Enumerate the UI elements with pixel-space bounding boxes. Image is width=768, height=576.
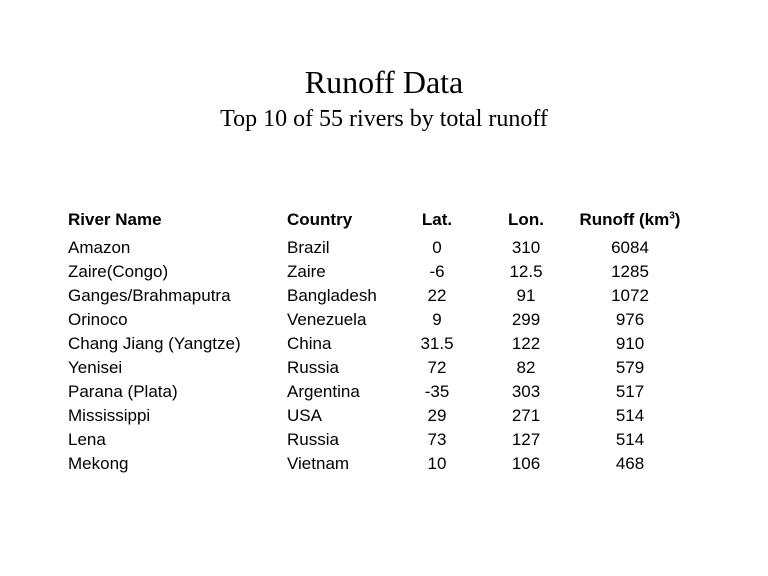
table-row: Ganges/Brahmaputra Bangladesh 22 91 1072 (0, 286, 768, 310)
cell-lat: 72 (427, 358, 447, 377)
cell-runoff: 514 (615, 406, 645, 425)
cell-river-name: Amazon (68, 238, 131, 257)
table-header: River Name Country Lat. Lon. Runoff (km3… (0, 210, 768, 234)
cell-country: USA (287, 406, 322, 425)
cell-lon: 271 (511, 406, 541, 425)
cell-lon: 310 (511, 238, 541, 257)
cell-lon: 91 (516, 286, 536, 305)
cell-country: Argentina (287, 382, 360, 401)
header-runoff: Runoff (km3) (560, 210, 700, 230)
table-row: Parana (Plata) Argentina -35 303 517 (0, 382, 768, 406)
header-country: Country (287, 210, 353, 229)
cell-country: China (287, 334, 332, 353)
header-lon: Lon. (508, 210, 544, 229)
page-title: Runoff Data (304, 64, 464, 100)
cell-lon: 12.5 (509, 262, 543, 281)
cell-runoff: 468 (615, 454, 645, 473)
cell-lon: 299 (511, 310, 541, 329)
cell-lat: -6 (429, 262, 445, 281)
header-runoff-close: ) (674, 210, 681, 229)
cell-lon: 106 (511, 454, 541, 473)
cell-lat: 73 (427, 430, 447, 449)
header-river-name: River Name (68, 210, 162, 229)
cell-lat: 9 (432, 310, 442, 329)
cell-river-name: Yenisei (68, 358, 123, 377)
cell-country: Brazil (287, 238, 330, 257)
cell-river-name: Mekong (68, 454, 129, 473)
cell-river-name: Lena (68, 430, 106, 449)
header-runoff-exponent: 3 (669, 210, 675, 222)
table-row: Yenisei Russia 72 82 579 (0, 358, 768, 382)
cell-runoff: 514 (615, 430, 645, 449)
cell-lat: 29 (427, 406, 447, 425)
cell-runoff: 1072 (611, 286, 649, 305)
table-row: Orinoco Venezuela 9 299 976 (0, 310, 768, 334)
cell-runoff: 976 (615, 310, 645, 329)
cell-country: Vietnam (287, 454, 350, 473)
cell-country: Russia (287, 358, 339, 377)
cell-runoff: 910 (615, 334, 645, 353)
cell-country: Venezuela (287, 310, 367, 329)
cell-country: Bangladesh (287, 286, 377, 305)
cell-runoff: 6084 (611, 238, 649, 257)
table-row: Zaire(Congo) Zaire -6 12.5 1285 (0, 262, 768, 286)
header-runoff-text: Runoff (km (579, 210, 670, 229)
cell-lat: 0 (432, 238, 442, 257)
cell-river-name: Mississippi (68, 406, 151, 425)
cell-river-name: Parana (Plata) (68, 382, 178, 401)
cell-lat: -35 (424, 382, 450, 401)
cell-lat: 10 (427, 454, 447, 473)
table-row: Amazon Brazil 0 310 6084 (0, 238, 768, 262)
cell-lon: 82 (516, 358, 536, 377)
table-row: Chang Jiang (Yangtze) China 31.5 122 910 (0, 334, 768, 358)
cell-country: Zaire (287, 262, 326, 281)
cell-lat: 31.5 (420, 334, 454, 353)
cell-runoff: 579 (615, 358, 645, 377)
cell-runoff: 517 (615, 382, 645, 401)
page-subtitle: Top 10 of 55 rivers by total runoff (220, 106, 548, 132)
cell-lon: 122 (511, 334, 541, 353)
cell-lon: 127 (511, 430, 541, 449)
cell-river-name: Orinoco (68, 310, 128, 329)
table-row: Lena Russia 73 127 514 (0, 430, 768, 454)
cell-lon: 303 (511, 382, 541, 401)
cell-river-name: Ganges/Brahmaputra (68, 286, 231, 305)
cell-river-name: Zaire(Congo) (68, 262, 169, 281)
header-lat: Lat. (421, 210, 453, 229)
cell-river-name: Chang Jiang (Yangtze) (68, 334, 241, 353)
cell-runoff: 1285 (611, 262, 649, 281)
table-row: Mekong Vietnam 10 106 468 (0, 454, 768, 478)
cell-lat: 22 (427, 286, 447, 305)
cell-country: Russia (287, 430, 339, 449)
table-row: Mississippi USA 29 271 514 (0, 406, 768, 430)
